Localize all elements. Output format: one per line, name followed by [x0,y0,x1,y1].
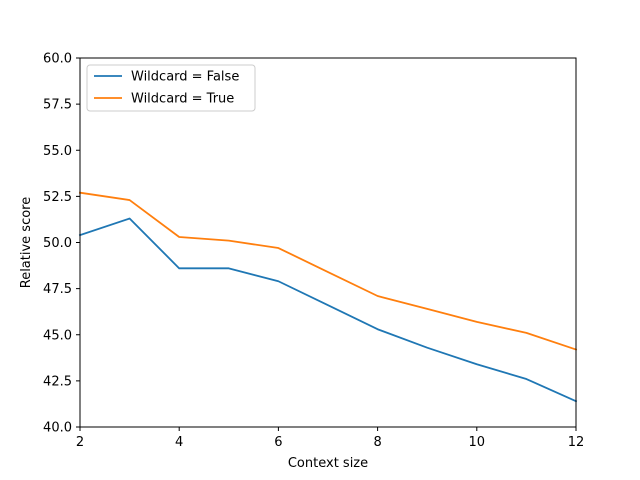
x-tick-label: 2 [76,435,84,450]
y-tick-label: 47.5 [43,282,72,297]
y-tick-label: 57.5 [43,98,72,113]
y-tick-label: 45.0 [43,328,72,343]
y-tick-label: 55.0 [43,144,72,159]
x-tick-label: 4 [175,435,183,450]
y-axis-title: Relative score [19,197,34,289]
legend: Wildcard = False Wildcard = True [86,64,256,112]
x-tick-label: 10 [469,435,486,450]
legend-label-wildcard-true: Wildcard = True [131,92,234,107]
x-tick-label: 8 [373,435,381,450]
x-tick-label: 12 [568,435,585,450]
y-tick-label: 60.0 [43,52,72,67]
series-layer [78,191,578,403]
y-tick-label: 42.5 [43,374,72,389]
x-tick-label: 6 [274,435,282,450]
legend-label-wildcard-false: Wildcard = False [131,70,239,85]
y-tick-label: 50.0 [43,236,72,251]
y-tick-label: 40.0 [43,421,72,436]
series-line-wildcard-true [78,191,578,351]
legend-box [86,64,256,112]
series-line-wildcard-false [78,217,578,403]
y-axis: 40.0 42.5 45.0 47.5 50.0 52.5 55.0 57.5 60.0 [43,52,80,436]
plot-area [80,58,576,427]
x-axis: 2 4 6 8 10 12 [76,427,584,450]
y-tick-label: 52.5 [43,190,72,205]
x-axis-title: Context size [288,456,368,471]
